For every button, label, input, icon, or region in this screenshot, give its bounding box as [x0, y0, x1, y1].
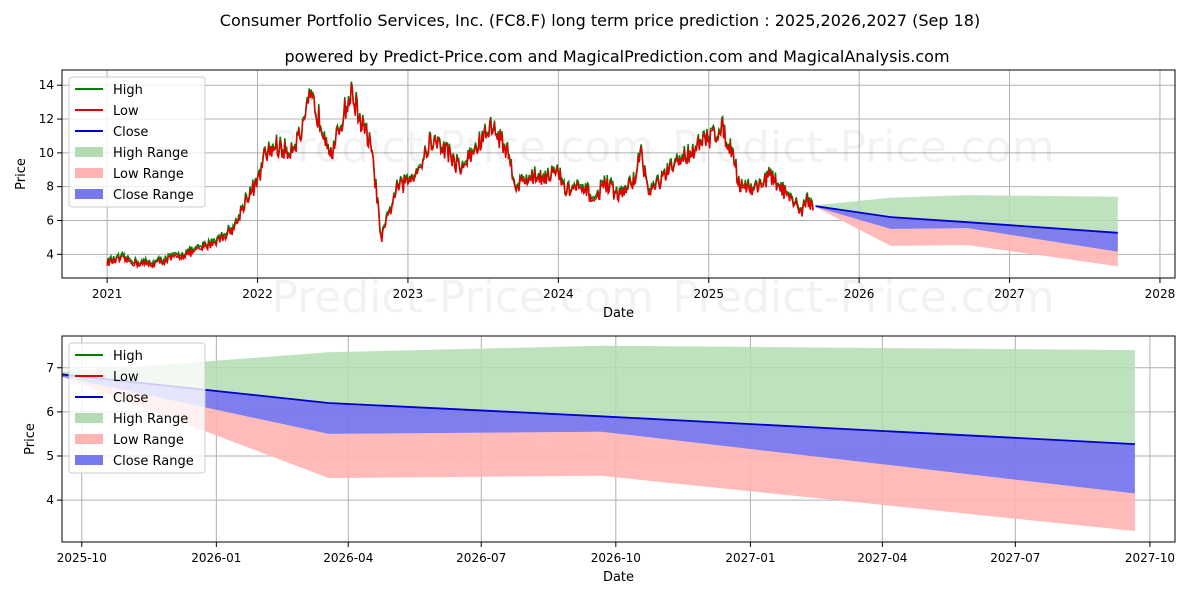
plot-forecast-zoom: Predict-Price.comPredict-Price.com2025-1… — [23, 335, 1176, 585]
legend-label: Close Range — [113, 454, 194, 469]
legend-label: Low Range — [113, 167, 184, 182]
x-axis-label: Date — [603, 570, 634, 585]
y-tick-label: 10 — [39, 146, 54, 160]
legend-swatch — [75, 413, 103, 423]
legend-label: Close — [113, 125, 148, 140]
legend-label: Low — [113, 104, 139, 119]
watermark: Predict-Price.com — [271, 272, 654, 323]
chart-subtitle: powered by Predict-Price.com and Magical… — [284, 47, 949, 66]
y-tick-label: 4 — [46, 493, 54, 507]
x-tick-label: 2026-01 — [191, 551, 241, 565]
plot-long-term: Predict-Price.com Predict-Price.comPredic… — [14, 69, 1176, 323]
y-tick-label: 12 — [39, 112, 54, 126]
x-tick-label: 2027-10 — [1125, 551, 1175, 565]
low-range-band — [62, 376, 1135, 531]
x-tick-label: 2027-04 — [857, 551, 907, 565]
legend-swatch — [75, 455, 103, 465]
y-tick-label: 6 — [46, 405, 54, 419]
low-range-band — [815, 207, 1118, 267]
x-tick-label: 2028 — [1145, 287, 1176, 301]
y-axis-label: Price — [14, 158, 29, 190]
legend-label: High Range — [113, 412, 188, 427]
legend: High Low Close High Range Low Range Close Ran… — [68, 342, 206, 474]
high-range-band — [815, 195, 1118, 233]
legend-label: Close — [113, 391, 148, 406]
y-tick-label: 8 — [46, 180, 54, 194]
x-tick-label: 2025 — [693, 287, 724, 301]
close-range-band — [62, 374, 1135, 494]
legend: High Low Close High Range Low Range Close Ran… — [68, 76, 206, 208]
x-tick-label: 2023 — [393, 287, 424, 301]
x-tick-label: 2027 — [994, 287, 1025, 301]
x-tick-label: 2026-07 — [456, 551, 506, 565]
watermark: Predict-Price.com — [672, 272, 1055, 323]
y-tick-label: 6 — [46, 214, 54, 228]
legend-label: High Range — [113, 146, 188, 161]
low-line — [106, 83, 814, 270]
x-tick-label: 2027-07 — [990, 551, 1040, 565]
legend-label: Low Range — [113, 433, 184, 448]
x-tick-label: 2025-10 — [57, 551, 107, 565]
y-axis-label: Price — [23, 423, 38, 455]
x-tick-label: 2026-04 — [323, 551, 373, 565]
y-tick-label: 7 — [46, 361, 54, 375]
y-tick-label: 4 — [46, 247, 54, 261]
x-tick-label: 2026 — [844, 287, 875, 301]
legend-label: High — [113, 83, 143, 98]
y-tick-label: 5 — [46, 449, 54, 463]
x-tick-label: 2021 — [92, 287, 123, 301]
plot-area — [62, 345, 1135, 531]
legend-label: High — [113, 349, 143, 364]
legend-swatch — [75, 147, 103, 157]
legend-swatch — [75, 189, 103, 199]
legend-label: Close Range — [113, 188, 194, 203]
x-axis-label: Date — [603, 306, 634, 321]
plot-area — [106, 81, 1118, 270]
x-tick-label: 2022 — [242, 287, 273, 301]
x-tick-label: 2024 — [543, 287, 574, 301]
y-tick-label: 14 — [39, 78, 54, 92]
axes-frame — [61, 69, 1176, 279]
axes-frame — [61, 335, 1176, 543]
high-range-band — [62, 345, 1135, 445]
legend-label: Low — [113, 370, 139, 385]
close-forecast-line — [815, 205, 1118, 234]
x-tick-label: 2026-10 — [591, 551, 641, 565]
legend-swatch — [75, 168, 103, 178]
chart-title: Consumer Portfolio Services, Inc. (FC8.F… — [220, 11, 980, 30]
legend-swatch — [75, 434, 103, 444]
x-tick-label: 2027-01 — [725, 551, 775, 565]
